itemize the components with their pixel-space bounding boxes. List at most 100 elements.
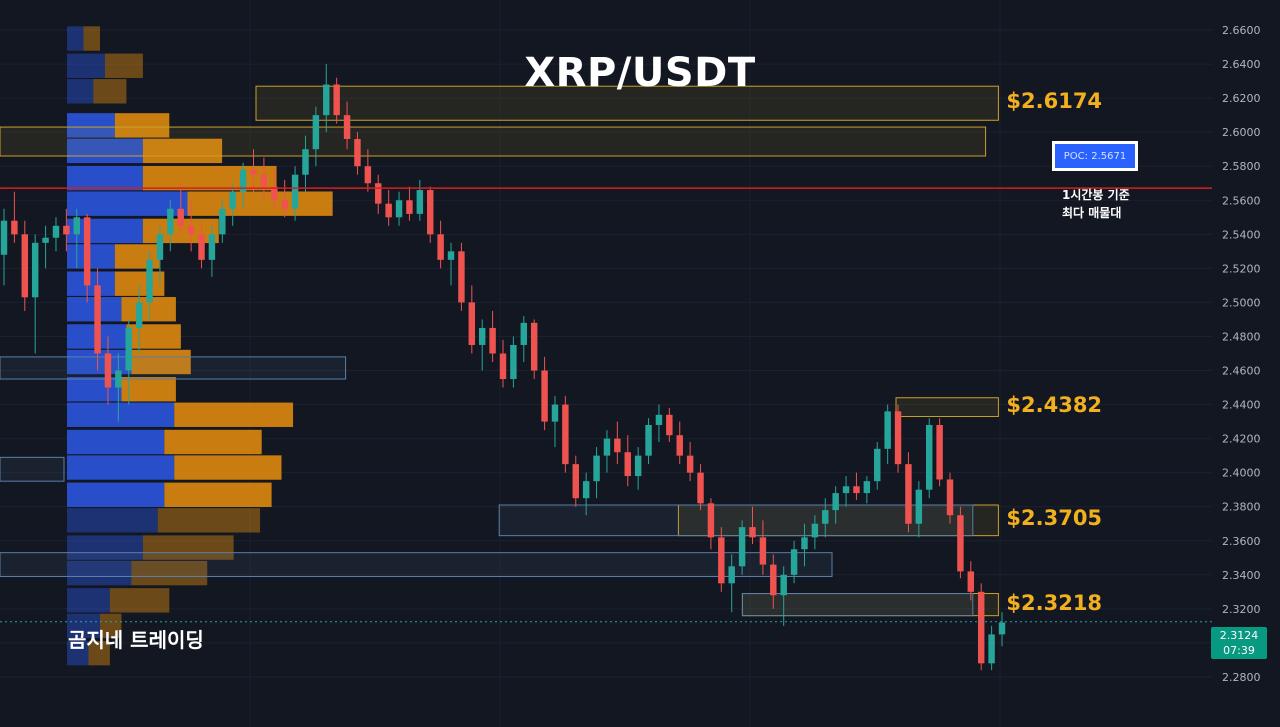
candle-body xyxy=(406,200,413,214)
candle-body xyxy=(957,515,964,572)
candle-body xyxy=(146,259,153,303)
candle-body xyxy=(988,634,995,664)
candle-body xyxy=(541,370,548,422)
vp-bar-up xyxy=(67,79,94,104)
supply-demand-zones xyxy=(0,85,999,617)
vp-bar-up xyxy=(67,165,143,191)
candle-body xyxy=(832,493,839,511)
candle-body xyxy=(530,322,538,371)
y-tick-label: 2.4000 xyxy=(1222,467,1261,480)
candle-body xyxy=(73,217,80,235)
candle-timer: 07:39 xyxy=(1223,644,1255,657)
candle-body xyxy=(478,327,486,345)
vp-bar-down xyxy=(100,613,122,639)
vp-bar-down xyxy=(104,53,143,78)
y-tick-label: 2.5600 xyxy=(1222,194,1261,207)
candle-body xyxy=(572,464,579,499)
vp-bar-down xyxy=(93,79,127,104)
candle-body xyxy=(416,190,424,214)
support-zone xyxy=(741,593,974,617)
candle-body xyxy=(905,464,912,524)
poc-label: POC: 2.5671 xyxy=(1055,144,1135,168)
resistance-zone xyxy=(255,85,999,121)
candle-body xyxy=(271,186,278,201)
candle-body xyxy=(728,566,735,584)
y-tick-label: 2.4600 xyxy=(1222,365,1261,378)
candle-body xyxy=(686,455,694,473)
candle-body xyxy=(31,242,39,298)
candle-body xyxy=(874,448,881,482)
y-axis: 2.6600 2.6400 2.6200 2.6000 2.5800 2.5600 2.54… xyxy=(1222,24,1261,684)
y-tick-label: 2.6000 xyxy=(1222,126,1261,139)
candle-body xyxy=(343,115,351,139)
candle-body xyxy=(603,438,611,456)
candle-body xyxy=(946,479,954,516)
candle-body xyxy=(624,452,631,477)
y-tick-label: 2.3400 xyxy=(1222,569,1261,582)
candle-body xyxy=(11,220,18,235)
candle-body xyxy=(458,251,465,303)
vp-bar-up xyxy=(67,613,100,639)
candle-body xyxy=(551,404,559,422)
y-tick-label: 2.6600 xyxy=(1222,24,1261,37)
candle-body xyxy=(229,191,236,209)
y-tick-label: 2.5800 xyxy=(1222,160,1261,173)
zone-price-label: $2.6174 xyxy=(1006,89,1103,114)
candle-body xyxy=(676,435,683,456)
vp-bar-up xyxy=(67,508,158,533)
candle-body xyxy=(302,149,309,175)
vp-bar-down xyxy=(126,324,181,349)
candle-body xyxy=(291,174,299,209)
vp-bar-down xyxy=(121,377,176,402)
vp-bar-up xyxy=(67,113,115,138)
candle-body xyxy=(510,344,517,380)
candle-body xyxy=(167,208,174,235)
candle-body xyxy=(697,472,704,504)
candle-body xyxy=(83,217,91,286)
candle-body xyxy=(239,169,247,192)
candle-body xyxy=(94,285,101,354)
vp-bar-down xyxy=(164,429,262,455)
candle-body xyxy=(707,503,715,538)
vp-bar-down xyxy=(157,508,261,533)
candle-body xyxy=(770,564,777,596)
vp-bar-up xyxy=(67,640,89,666)
vp-bar-down xyxy=(114,113,170,138)
support-zone xyxy=(0,356,347,380)
candle-body xyxy=(385,203,392,218)
candle-body xyxy=(853,486,860,494)
vp-bar-up xyxy=(67,26,84,51)
candle-body xyxy=(375,183,382,204)
candle-body xyxy=(582,481,590,499)
y-tick-label: 2.5400 xyxy=(1222,228,1261,241)
candle-body xyxy=(562,404,569,465)
current-price-badge[interactable]: 2.3124 07:39 xyxy=(1211,627,1267,659)
candle-body xyxy=(790,549,798,575)
vp-bar-down xyxy=(142,535,234,560)
resistance-zone xyxy=(0,126,987,157)
candle-body xyxy=(499,353,507,380)
candle-body xyxy=(104,353,112,388)
candle-body xyxy=(842,486,850,494)
y-tick-label: 2.4400 xyxy=(1222,399,1261,412)
candlestick-series xyxy=(0,64,1212,671)
candle-body xyxy=(666,414,673,436)
candle-body xyxy=(250,169,257,175)
vp-bar-up xyxy=(67,53,105,78)
vp-bar-down xyxy=(109,588,170,613)
vp-bar-down xyxy=(83,26,100,51)
candle-body xyxy=(614,438,621,453)
candle-body xyxy=(281,200,288,209)
candle-body xyxy=(759,537,767,565)
zone-price-label: $2.4382 xyxy=(1006,393,1103,418)
candle-body xyxy=(926,424,933,490)
support-zone xyxy=(498,504,974,537)
vp-bar-down xyxy=(187,191,333,216)
candle-body xyxy=(780,574,787,596)
candle-body xyxy=(208,234,216,260)
poc-badge[interactable]: POC: 2.5671 xyxy=(1052,141,1138,171)
vp-bar-down xyxy=(174,402,294,427)
candle-body xyxy=(135,302,143,328)
poc-note: 1시간봉 기준 최다 매물대 xyxy=(1062,186,1130,222)
